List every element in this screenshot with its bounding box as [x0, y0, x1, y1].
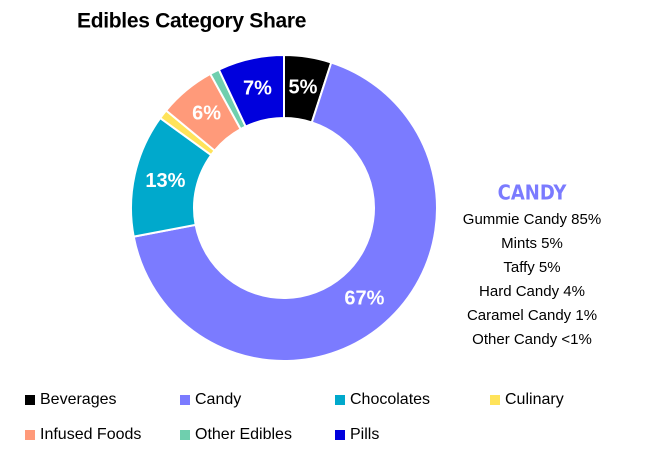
- legend-label: Infused Foods: [40, 426, 141, 443]
- annotation-line: Taffy 5%: [503, 259, 560, 276]
- annotation-line: Hard Candy 4%: [479, 283, 585, 300]
- legend-label: Chocolates: [350, 391, 430, 408]
- data-label: 67%: [344, 287, 384, 309]
- donut-slice: [217, 53, 285, 128]
- legend-label: Candy: [195, 391, 241, 408]
- legend-label: Beverages: [40, 391, 117, 408]
- donut-slice: [132, 61, 438, 362]
- data-label: 7%: [243, 78, 272, 100]
- annotation-line: Caramel Candy 1%: [467, 307, 597, 324]
- chart-title: Edibles Category Share: [77, 10, 306, 33]
- legend-label: Culinary: [505, 391, 564, 408]
- legend-swatch: [25, 395, 35, 405]
- annotation-line: Other Candy <1%: [472, 331, 592, 348]
- legend-swatch: [180, 430, 190, 440]
- annotation-line: Gummie Candy 85%: [463, 211, 601, 228]
- data-label: 6%: [192, 103, 221, 125]
- annotation-line: Mints 5%: [501, 235, 563, 252]
- legend-label: Pills: [350, 426, 379, 443]
- annotation-title: CANDY: [498, 181, 568, 205]
- legend-swatch: [180, 395, 190, 405]
- legend-swatch: [25, 430, 35, 440]
- legend-swatch: [335, 395, 345, 405]
- legend-swatch: [335, 430, 345, 440]
- legend-label: Other Edibles: [195, 426, 292, 443]
- legend-swatch: [490, 395, 500, 405]
- data-label: 5%: [289, 76, 318, 98]
- data-label: 13%: [145, 170, 185, 192]
